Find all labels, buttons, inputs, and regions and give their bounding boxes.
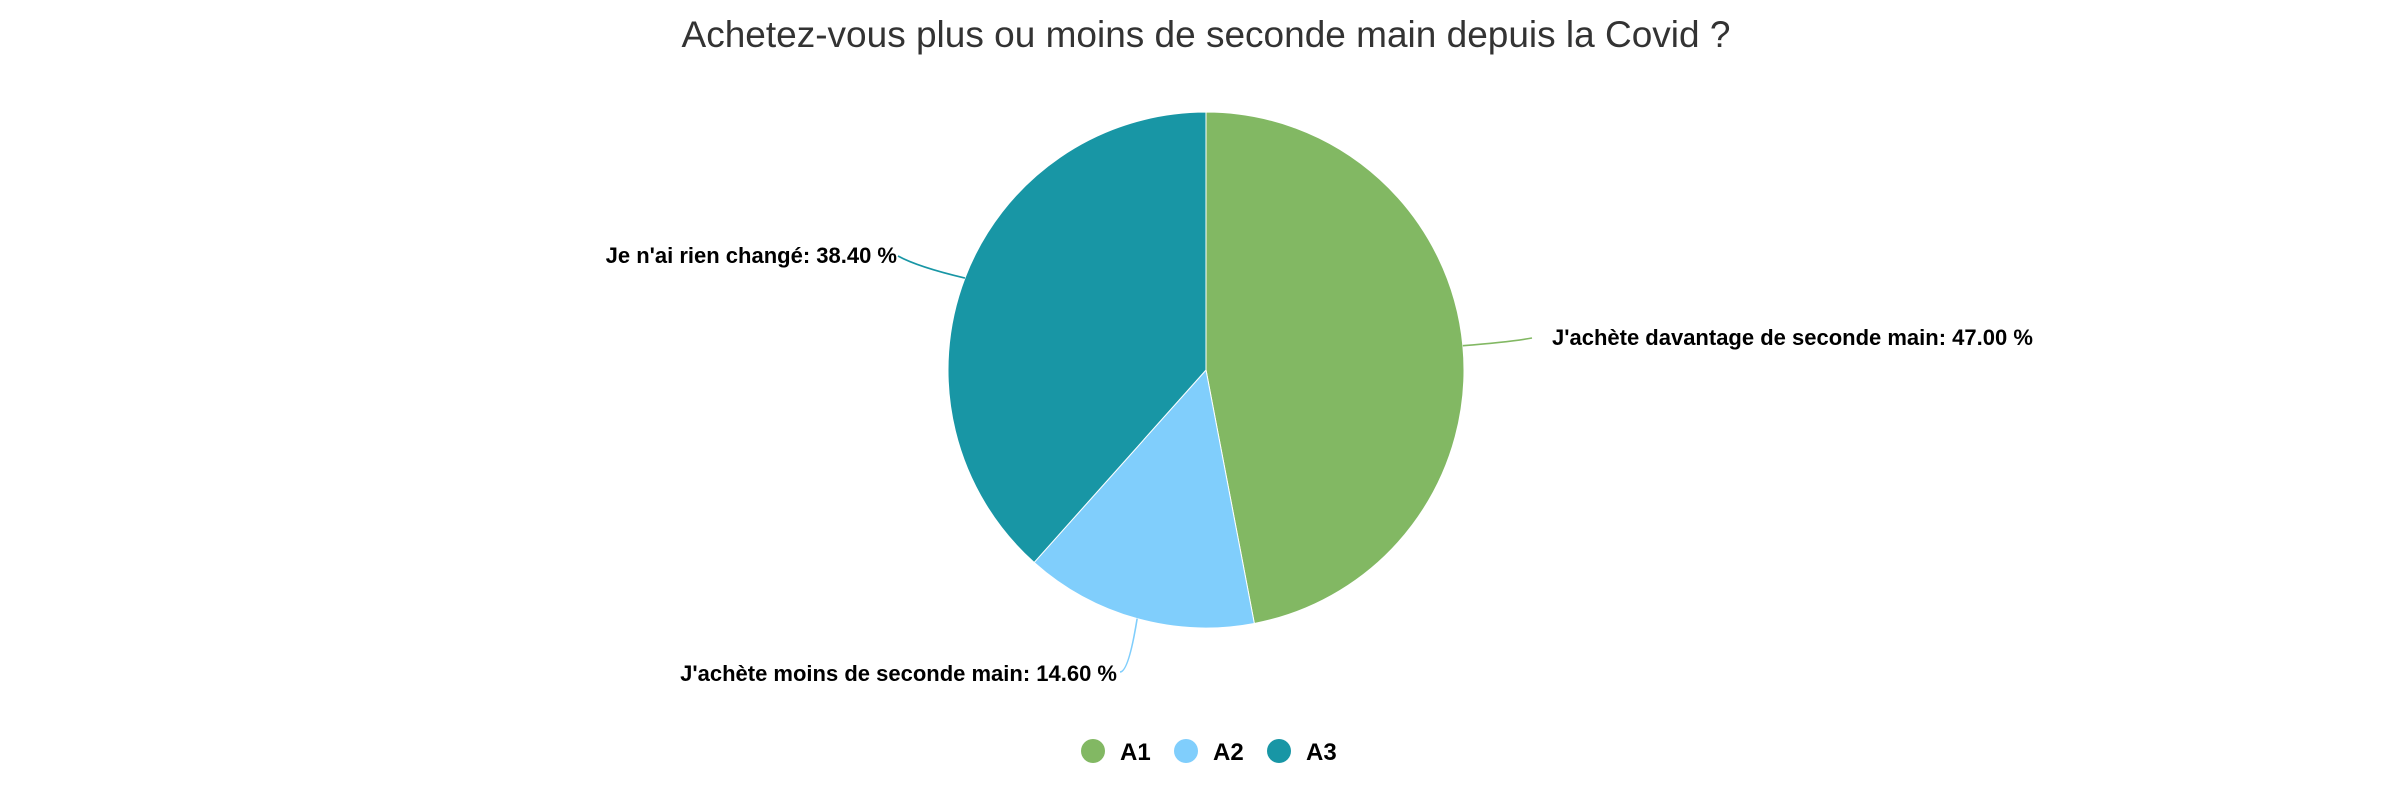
pie-slice-a1[interactable] xyxy=(1205,111,1465,625)
slice-labels: J'achète davantage de seconde main: 47.0… xyxy=(606,243,2033,686)
connector-line-a1 xyxy=(1462,337,1533,347)
legend-marker-a3[interactable] xyxy=(1267,739,1291,763)
legend: A1 A2 A3 xyxy=(1081,739,1337,766)
pie-slices xyxy=(947,111,1465,629)
connector-line-a3 xyxy=(897,255,966,279)
legend-label-a3[interactable]: A3 xyxy=(1306,739,1337,766)
legend-label-a1[interactable]: A1 xyxy=(1120,739,1151,766)
pie-slice-a2[interactable] xyxy=(1033,368,1255,629)
pie-slice-a3[interactable] xyxy=(947,111,1207,564)
slice-label-a1: J'achète davantage de seconde main: 47.0… xyxy=(1552,325,2033,350)
legend-marker-a2[interactable] xyxy=(1174,739,1198,763)
legend-marker-a1[interactable] xyxy=(1081,739,1105,763)
slice-label-a3: Je n'ai rien changé: 38.40 % xyxy=(606,243,897,268)
legend-label-a2[interactable]: A2 xyxy=(1213,739,1244,766)
chart-title: Achetez-vous plus ou moins de seconde ma… xyxy=(682,14,1731,55)
connector-line-a2 xyxy=(1119,618,1138,673)
slice-label-a2: J'achète moins de seconde main: 14.60 % xyxy=(680,661,1117,686)
